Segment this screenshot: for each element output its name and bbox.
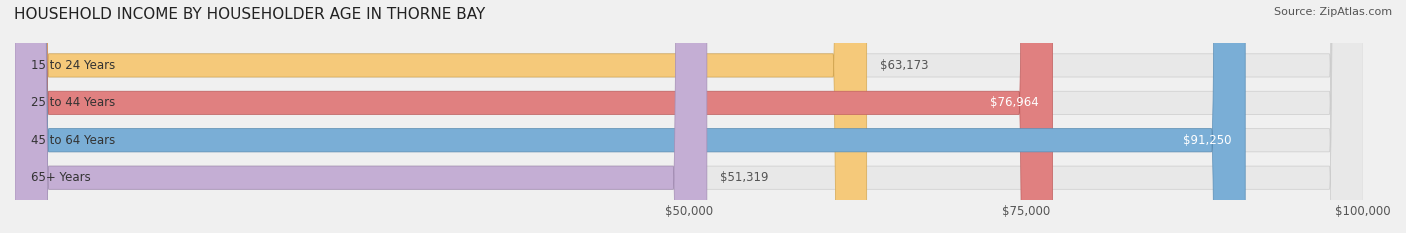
FancyBboxPatch shape	[15, 0, 1053, 233]
FancyBboxPatch shape	[15, 0, 866, 233]
Text: 15 to 24 Years: 15 to 24 Years	[31, 59, 115, 72]
Text: $76,964: $76,964	[990, 96, 1039, 109]
Text: $63,173: $63,173	[880, 59, 929, 72]
Text: Source: ZipAtlas.com: Source: ZipAtlas.com	[1274, 7, 1392, 17]
Text: 25 to 44 Years: 25 to 44 Years	[31, 96, 115, 109]
Text: $51,319: $51,319	[720, 171, 769, 184]
FancyBboxPatch shape	[15, 0, 1364, 233]
Text: 45 to 64 Years: 45 to 64 Years	[31, 134, 115, 147]
FancyBboxPatch shape	[15, 0, 1246, 233]
FancyBboxPatch shape	[15, 0, 1364, 233]
FancyBboxPatch shape	[15, 0, 1364, 233]
Text: HOUSEHOLD INCOME BY HOUSEHOLDER AGE IN THORNE BAY: HOUSEHOLD INCOME BY HOUSEHOLDER AGE IN T…	[14, 7, 485, 22]
FancyBboxPatch shape	[15, 0, 707, 233]
FancyBboxPatch shape	[15, 0, 1364, 233]
Text: 65+ Years: 65+ Years	[31, 171, 91, 184]
Text: $91,250: $91,250	[1184, 134, 1232, 147]
